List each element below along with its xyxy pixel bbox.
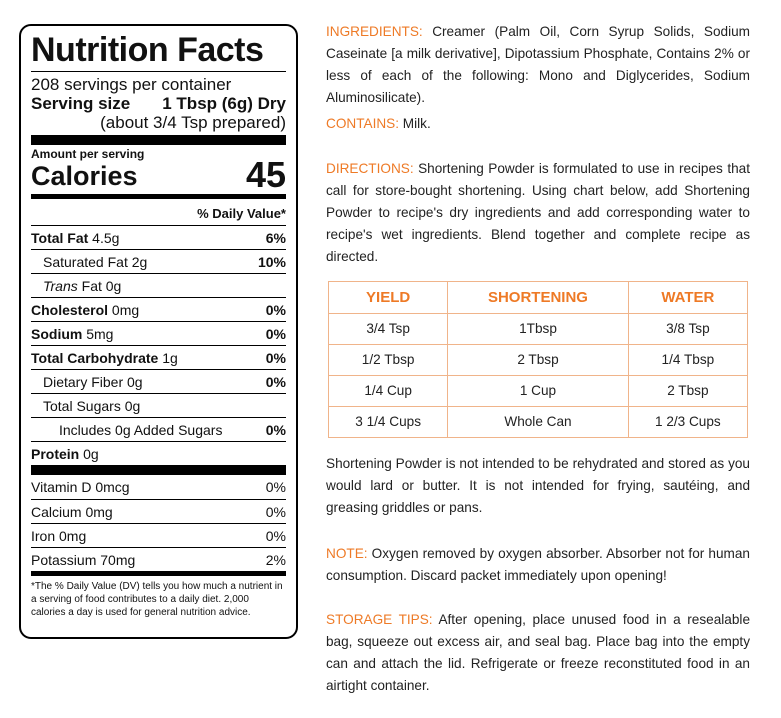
table-cell: 3 1/4 Cups [327, 406, 449, 438]
nutrition-facts-title: Nutrition Facts [31, 31, 264, 69]
vitamin-row: Potassium 70mg 2% [31, 547, 286, 571]
vitamin-row: Vitamin D 0mcg 0% [31, 479, 286, 495]
table-cell: 1 2/3 Cups [627, 406, 749, 438]
storage-paragraph: STORAGE TIPS: After opening, place unuse… [326, 609, 750, 697]
directions-text: Shortening Powder is formulated to use i… [326, 161, 750, 264]
storage-text: After opening, place unused food in a re… [326, 612, 751, 693]
table-cell: 1/4 Tbsp [627, 344, 749, 376]
daily-value-footnote: *The % Daily Value (DV) tells you how mu… [31, 581, 283, 618]
nutrient-row: Trans Fat 0g [31, 273, 286, 297]
note-paragraph: NOTE: Oxygen removed by oxygen absorber.… [326, 543, 750, 587]
table-cell: 1/2 Tbsp [327, 344, 449, 376]
table-cell: 2 Tbsp [447, 344, 629, 376]
directions-paragraph: DIRECTIONS: Shortening Powder is formula… [326, 158, 750, 268]
vitamin-row: Iron 0mg 0% [31, 523, 286, 547]
note-heading: NOTE: [326, 546, 368, 561]
table-row: 1/4 Cup 1 Cup 2 Tbsp [327, 375, 749, 407]
ingredients-text: Creamer (Palm Oil, Corn Syrup Solids, So… [326, 24, 750, 105]
amount-per-serving: Amount per serving [31, 147, 145, 161]
table-cell: 1 Cup [447, 375, 629, 407]
calories-row: Calories 45 [31, 154, 286, 195]
nutrient-row: Total Carbohydrate 1g 0% [31, 345, 286, 369]
note-text: Oxygen removed by oxygen absorber. Absor… [326, 546, 750, 583]
nutrient-row: Protein 0g [31, 441, 286, 465]
yield-table: YIELD SHORTENING WATER 3/4 Tsp 1Tbsp 3/8… [327, 281, 749, 438]
nutrient-row: Saturated Fat 2g 10% [31, 249, 286, 273]
directions-heading: DIRECTIONS: [326, 161, 414, 176]
yield-table-header: YIELD SHORTENING WATER [327, 281, 749, 314]
ingredients-paragraph: INGREDIENTS: Creamer (Palm Oil, Corn Syr… [326, 21, 750, 109]
nutrient-row: Dietary Fiber 0g 0% [31, 369, 286, 393]
serving-size-value: 1 Tbsp (6g) Dry [162, 94, 286, 113]
table-cell: Whole Can [447, 406, 629, 438]
yield-header: YIELD [327, 281, 449, 314]
nutrient-row: Includes 0g Added Sugars 0% [31, 417, 286, 441]
daily-value-header: % Daily Value* [197, 206, 286, 221]
contains-paragraph: CONTAINS: Milk. [326, 113, 750, 135]
water-header: WATER [627, 281, 749, 314]
serving-size: Serving size 1 Tbsp (6g) Dry [31, 94, 286, 113]
vitamin-row: Calcium 0mg 0% [31, 499, 286, 523]
nutrient-rows: Total Fat 4.5g 6% Saturated Fat 2g 10% T… [31, 225, 286, 465]
table-cell: 2 Tbsp [627, 375, 749, 407]
medium-divider [31, 571, 286, 576]
table-cell: 3/8 Tsp [627, 313, 749, 345]
table-cell: 3/4 Tsp [327, 313, 449, 345]
calories-value: 45 [245, 154, 286, 195]
shortening-header: SHORTENING [447, 281, 629, 314]
contains-heading: CONTAINS: [326, 116, 400, 131]
medium-divider [31, 194, 286, 199]
calories-label: Calories [31, 161, 138, 191]
serving-size-prepared: (about 3/4 Tsp prepared) [100, 113, 286, 132]
ingredients-heading: INGREDIENTS: [326, 24, 423, 39]
table-row: 1/2 Tbsp 2 Tbsp 1/4 Tbsp [327, 344, 749, 376]
nutrient-row: Cholesterol 0mg 0% [31, 297, 286, 321]
thick-divider [31, 465, 286, 475]
table-row: 3 1/4 Cups Whole Can 1 2/3 Cups [327, 406, 749, 438]
nutrient-row: Total Sugars 0g [31, 393, 286, 417]
nutrition-facts-panel: Nutrition Facts 208 servings per contain… [19, 24, 298, 639]
storage-heading: STORAGE TIPS: [326, 612, 433, 627]
serving-size-label: Serving size [31, 94, 131, 113]
shortening-usage-paragraph: Shortening Powder is not intended to be … [326, 456, 750, 515]
servings-per-container: 208 servings per container [31, 75, 232, 94]
table-row: 3/4 Tsp 1Tbsp 3/8 Tsp [327, 313, 749, 345]
thick-divider [31, 135, 286, 145]
nutrient-row: Total Fat 4.5g 6% [31, 225, 286, 249]
nutrient-row: Sodium 5mg 0% [31, 321, 286, 345]
table-cell: 1/4 Cup [327, 375, 449, 407]
table-cell: 1Tbsp [447, 313, 629, 345]
contains-text: Milk. [399, 116, 431, 131]
divider [31, 71, 286, 72]
